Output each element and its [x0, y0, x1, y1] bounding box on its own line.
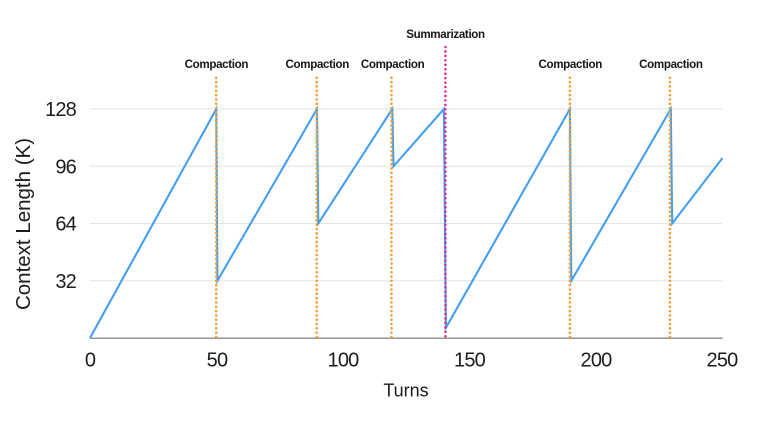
svg-text:0: 0: [85, 350, 96, 372]
svg-text:Context Length (K): Context Length (K): [12, 138, 35, 310]
svg-text:Summarization: Summarization: [406, 28, 485, 41]
svg-text:200: 200: [581, 350, 613, 372]
svg-text:Compaction: Compaction: [286, 58, 350, 71]
svg-text:250: 250: [707, 350, 739, 372]
svg-text:32: 32: [55, 271, 76, 293]
svg-text:Compaction: Compaction: [639, 58, 703, 71]
svg-text:Compaction: Compaction: [185, 58, 249, 71]
svg-text:150: 150: [454, 350, 486, 372]
svg-text:128: 128: [45, 99, 77, 121]
svg-text:100: 100: [328, 350, 360, 372]
svg-text:Compaction: Compaction: [538, 58, 602, 71]
svg-text:64: 64: [55, 214, 76, 236]
svg-text:96: 96: [55, 156, 76, 178]
svg-text:Compaction: Compaction: [361, 58, 425, 71]
svg-text:50: 50: [207, 350, 228, 372]
svg-text:Turns: Turns: [383, 380, 428, 400]
